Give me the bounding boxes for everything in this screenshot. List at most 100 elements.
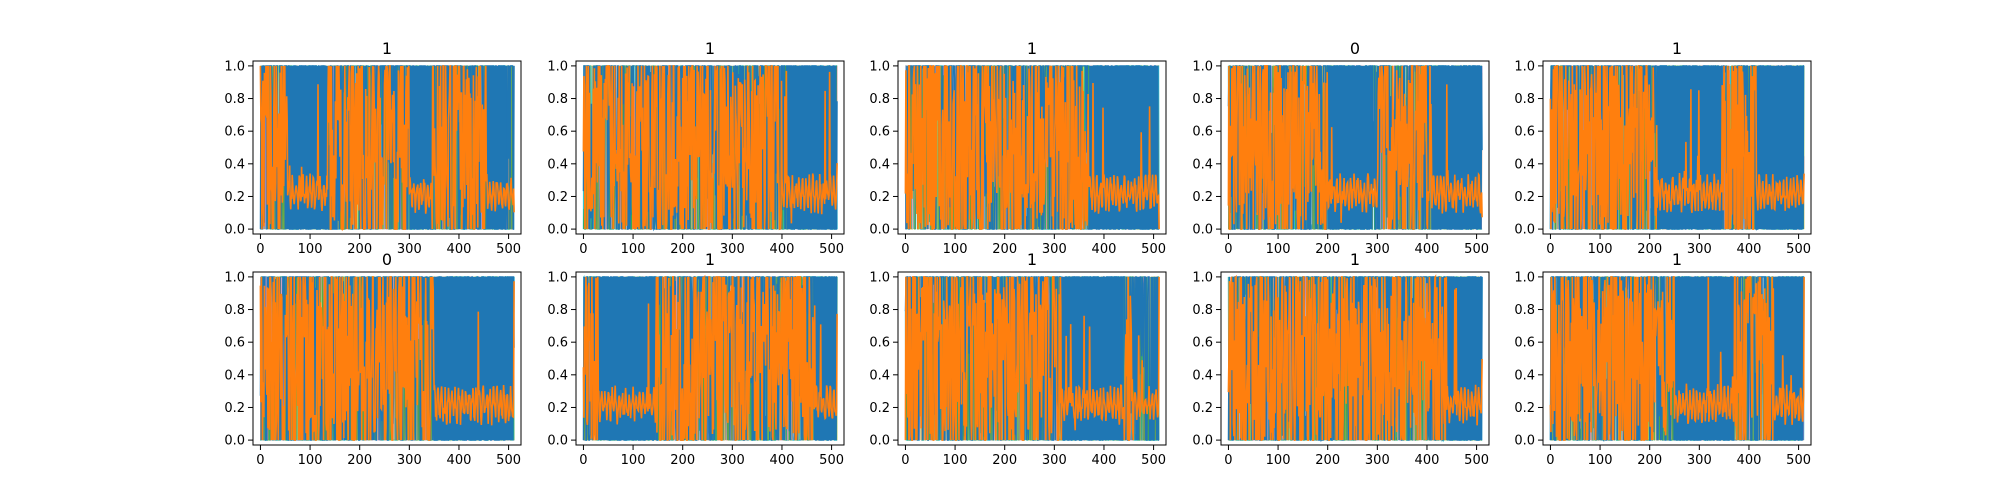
x-tick-label: 500 (1141, 453, 1166, 468)
axes-frame (575, 60, 845, 235)
y-tick-label: 0.6 (869, 336, 890, 351)
series-line-2 (904, 276, 1160, 441)
plot-area (904, 65, 1160, 230)
series-line-2 (259, 65, 515, 232)
x-tick-label: 100 (1588, 242, 1613, 257)
y-tick-label: 0.8 (869, 303, 890, 318)
x-tick-label: 200 (670, 453, 695, 468)
subplot-4: 0 100 200 300 400 500 0.0 0.2 0.4 0.6 0.8 1.0 0 (1192, 39, 1490, 257)
y-tick-label: 0.2 (1514, 190, 1535, 205)
subplot-3: 0 100 200 300 400 500 0.0 0.2 0.4 0.6 0.8 1.0 1 (869, 39, 1167, 257)
plot-area (1227, 65, 1483, 230)
subplot-title: 1 (1672, 250, 1682, 269)
x-tick-label: 200 (1315, 242, 1340, 257)
plot-area (259, 65, 515, 232)
y-tick-label: 1.0 (1514, 270, 1535, 285)
x-tick-label: 300 (720, 453, 745, 468)
x-tick-label: 0 (901, 242, 909, 257)
x-tick-label: 0 (901, 453, 909, 468)
y-tick-label: 0.4 (869, 157, 890, 172)
y-tick-label: 0.0 (1514, 434, 1535, 449)
y-tick-label: 0.4 (1192, 157, 1213, 172)
y-tick-label: 0.0 (1514, 223, 1535, 238)
x-tick-label: 400 (1415, 242, 1440, 257)
y-tick-label: 0.8 (547, 92, 568, 107)
x-tick-label: 300 (1042, 242, 1067, 257)
x-tick-label: 0 (256, 453, 264, 468)
y-tick-label: 0.8 (547, 303, 568, 318)
y-tick-label: 0.0 (1192, 223, 1213, 238)
y-tick-label: 1.0 (1192, 270, 1213, 285)
x-tick-label: 0 (579, 453, 587, 468)
x-tick-label: 300 (1365, 453, 1390, 468)
x-tick-label: 500 (496, 453, 521, 468)
subplot-title: 0 (1350, 39, 1360, 58)
plot-area (1549, 276, 1805, 442)
subplot-title: 1 (1350, 250, 1360, 269)
y-tick-label: 1.0 (224, 270, 245, 285)
y-tick-label: 0.4 (547, 368, 568, 383)
x-tick-label: 500 (1464, 453, 1489, 468)
y-tick-label: 1.0 (1192, 59, 1213, 74)
y-tick-label: 0.8 (1514, 303, 1535, 318)
x-tick-label: 200 (992, 242, 1017, 257)
plot-area (904, 276, 1160, 441)
series-line-2 (1549, 276, 1805, 441)
y-tick-label: 0.6 (1192, 125, 1213, 140)
x-tick-label: 500 (1786, 242, 1811, 257)
y-tick-label: 0.0 (224, 434, 245, 449)
subplot-8: 0 100 200 300 400 500 0.0 0.2 0.4 0.6 0.8 1.0 1 (869, 250, 1167, 468)
y-tick-label: 0.6 (547, 336, 568, 351)
y-tick-label: 0.2 (869, 401, 890, 416)
x-tick-label: 100 (1588, 453, 1613, 468)
y-tick-label: 0.4 (224, 368, 245, 383)
series-line-2 (582, 65, 838, 231)
subplot-title: 1 (1672, 39, 1682, 58)
x-tick-label: 400 (1737, 453, 1762, 468)
y-tick-label: 0.6 (224, 125, 245, 140)
axes-frame (575, 271, 845, 446)
series-line-2 (1227, 274, 1483, 441)
axes-frame (1542, 60, 1812, 235)
x-tick-label: 0 (1546, 453, 1554, 468)
x-tick-label: 0 (1224, 453, 1232, 468)
y-tick-label: 0.0 (547, 223, 568, 238)
y-tick-label: 0.2 (869, 190, 890, 205)
subplot-9: 0 100 200 300 400 500 0.0 0.2 0.4 0.6 0.8 1.0 1 (1192, 250, 1490, 468)
x-tick-label: 100 (1266, 242, 1291, 257)
x-tick-label: 0 (1546, 242, 1554, 257)
x-tick-label: 500 (1786, 453, 1811, 468)
plot-area (1549, 65, 1805, 231)
subplot-10: 0 100 200 300 400 500 0.0 0.2 0.4 0.6 0.8 1.0 1 (1514, 250, 1812, 468)
x-tick-label: 500 (1464, 242, 1489, 257)
x-tick-label: 400 (447, 453, 472, 468)
x-tick-label: 200 (670, 242, 695, 257)
blue-dense-region-1 (1674, 276, 1735, 441)
axes-frame (1220, 60, 1490, 235)
x-tick-label: 300 (720, 242, 745, 257)
y-tick-label: 0.2 (1192, 401, 1213, 416)
x-tick-label: 200 (347, 242, 372, 257)
y-tick-label: 0.0 (869, 223, 890, 238)
y-tick-label: 0.2 (1514, 401, 1535, 416)
x-tick-label: 400 (1092, 242, 1117, 257)
series-line-2 (904, 65, 1160, 230)
y-tick-label: 0.8 (224, 303, 245, 318)
subplot-title: 1 (382, 39, 392, 58)
axes-frame (1542, 271, 1812, 446)
x-tick-label: 100 (621, 242, 646, 257)
x-tick-label: 300 (1042, 453, 1067, 468)
subplot-2: 0 100 200 300 400 500 0.0 0.2 0.4 0.6 0.8 1.0 1 (547, 39, 845, 257)
y-tick-label: 0.4 (224, 157, 245, 172)
y-tick-label: 1.0 (547, 270, 568, 285)
y-tick-label: 0.8 (1514, 92, 1535, 107)
subplot-7: 0 100 200 300 400 500 0.0 0.2 0.4 0.6 0.8 1.0 1 (547, 250, 845, 468)
x-tick-label: 200 (1637, 453, 1662, 468)
y-tick-label: 0.4 (869, 368, 890, 383)
series-line-2 (259, 276, 515, 441)
x-tick-label: 300 (397, 242, 422, 257)
x-tick-label: 200 (1315, 453, 1340, 468)
series-line-2 (1549, 65, 1805, 230)
